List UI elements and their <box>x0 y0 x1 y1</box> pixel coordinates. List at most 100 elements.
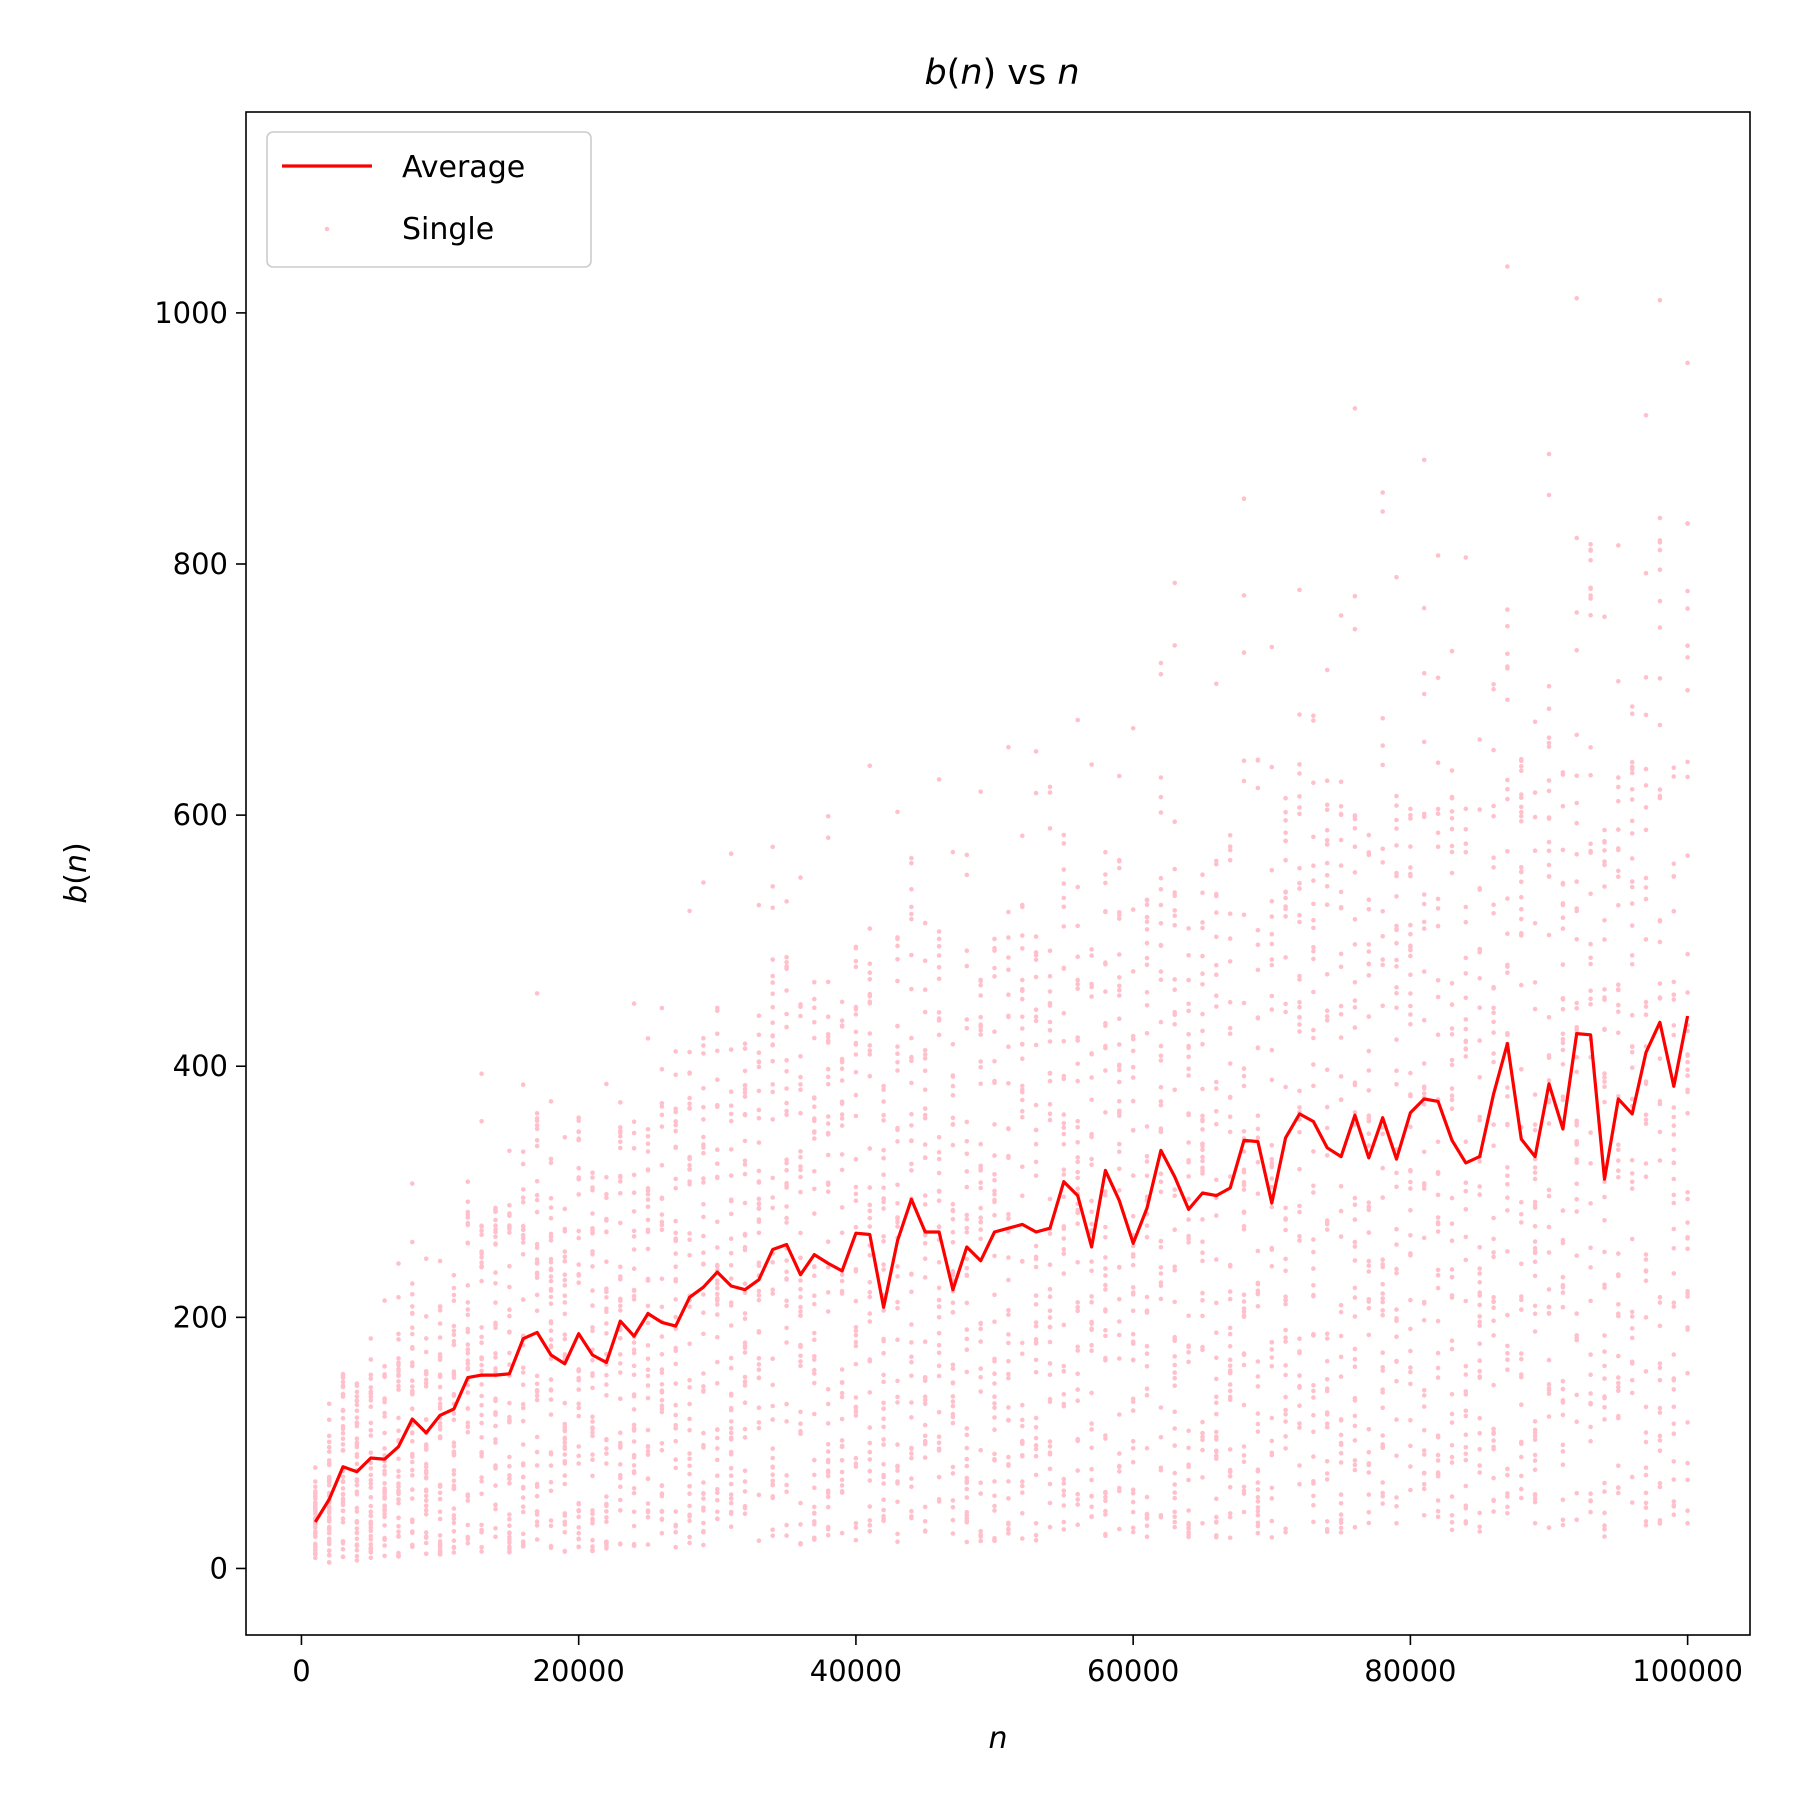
single-point <box>895 1125 900 1131</box>
single-point <box>798 1522 803 1527</box>
single-point <box>1532 814 1538 820</box>
single-point <box>1103 1490 1108 1496</box>
single-point <box>1560 803 1566 809</box>
single-point <box>548 1479 554 1485</box>
single-point <box>354 1421 360 1427</box>
single-point <box>645 1542 651 1547</box>
single-point <box>1491 1333 1496 1338</box>
single-point <box>1186 1174 1191 1179</box>
single-point <box>631 1407 637 1412</box>
single-point <box>701 1043 706 1048</box>
single-point <box>756 1032 762 1038</box>
single-point <box>1311 925 1316 931</box>
single-point <box>881 1507 886 1513</box>
single-point <box>1130 1446 1136 1451</box>
single-point <box>1560 1062 1566 1067</box>
single-point <box>493 1270 498 1275</box>
single-point <box>645 1320 651 1326</box>
single-point <box>1311 1502 1316 1508</box>
single-point <box>673 1230 678 1236</box>
single-point <box>1241 758 1247 763</box>
single-point <box>1130 1339 1136 1345</box>
single-point <box>1144 1446 1150 1451</box>
single-point <box>1269 898 1275 904</box>
single-point <box>590 1170 595 1175</box>
single-point <box>964 1463 970 1469</box>
single-point <box>1033 1425 1039 1430</box>
single-point <box>534 1275 540 1280</box>
single-point <box>742 1138 748 1144</box>
single-point <box>451 1292 457 1298</box>
single-point <box>1241 650 1247 655</box>
single-point <box>687 1385 692 1390</box>
single-point <box>756 1201 762 1207</box>
single-point <box>784 1160 789 1166</box>
single-point <box>1103 1327 1108 1333</box>
x-tick-label-3: 60000 <box>1087 1654 1179 1688</box>
single-point <box>701 1480 706 1485</box>
single-point <box>1505 1165 1510 1170</box>
single-point <box>396 1383 401 1389</box>
single-point <box>853 1184 859 1190</box>
single-point <box>1643 1012 1649 1017</box>
single-point <box>604 1306 609 1312</box>
single-point <box>1588 1130 1593 1135</box>
single-point <box>1075 1207 1080 1213</box>
single-point <box>618 1174 623 1180</box>
single-point <box>534 1463 540 1468</box>
single-point <box>1588 1161 1593 1166</box>
single-point <box>451 1411 457 1416</box>
single-point <box>1643 1523 1649 1528</box>
single-point <box>1408 1012 1413 1017</box>
single-point <box>950 1380 956 1386</box>
single-point <box>895 1216 900 1221</box>
single-point <box>825 1032 831 1037</box>
single-point <box>909 1035 914 1041</box>
single-point <box>1491 865 1496 870</box>
single-point <box>548 1278 554 1284</box>
single-point <box>1311 1183 1316 1189</box>
single-point <box>742 1489 748 1494</box>
single-point <box>881 1155 886 1161</box>
single-point <box>1311 1035 1316 1041</box>
single-point <box>1616 679 1621 684</box>
single-point <box>1269 1535 1275 1540</box>
single-point <box>382 1446 387 1451</box>
single-point <box>1643 783 1649 788</box>
single-point <box>576 1262 581 1267</box>
single-point <box>1297 771 1302 776</box>
single-point <box>881 1481 886 1486</box>
single-point <box>340 1416 346 1421</box>
single-point <box>1629 962 1635 967</box>
single-point <box>756 1088 762 1094</box>
single-point <box>1366 1048 1372 1054</box>
single-point <box>812 1186 817 1192</box>
single-point <box>673 1145 678 1150</box>
single-point <box>631 1490 637 1496</box>
single-point <box>562 1272 568 1277</box>
single-point <box>812 1264 817 1270</box>
single-point <box>479 1522 484 1528</box>
single-point <box>1560 1097 1566 1103</box>
single-point <box>451 1538 457 1543</box>
single-point <box>326 1417 332 1423</box>
single-point <box>1047 1071 1053 1076</box>
single-point <box>825 1421 831 1426</box>
single-point <box>1117 859 1122 864</box>
single-point <box>1435 923 1441 929</box>
single-point <box>992 1394 997 1399</box>
single-point <box>1158 943 1164 948</box>
single-point <box>1421 1181 1427 1186</box>
single-point <box>1241 1309 1247 1315</box>
single-point <box>742 1383 748 1388</box>
single-point <box>798 1294 803 1300</box>
single-point <box>1283 1526 1288 1532</box>
single-point <box>964 1486 970 1492</box>
single-point <box>604 1229 609 1234</box>
single-point <box>423 1535 429 1541</box>
single-point <box>479 1450 484 1455</box>
single-point <box>534 1308 540 1314</box>
single-point <box>562 1332 568 1337</box>
single-point <box>1047 784 1053 790</box>
single-point <box>1033 1042 1039 1048</box>
